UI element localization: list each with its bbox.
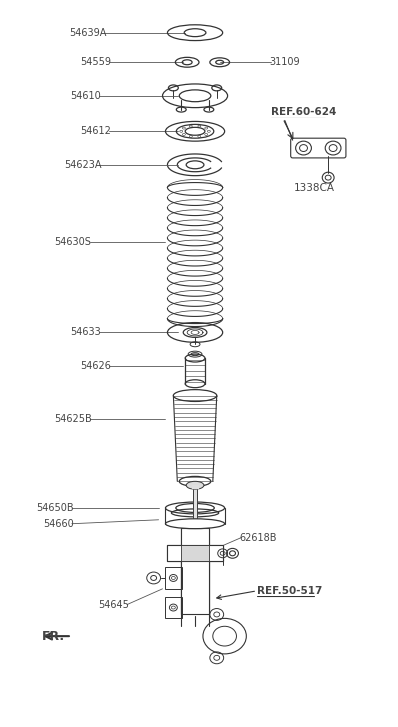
Bar bbox=[181, 528, 209, 614]
Text: 54623A: 54623A bbox=[64, 160, 101, 170]
Text: 62618B: 62618B bbox=[240, 533, 277, 542]
Text: 54660: 54660 bbox=[43, 519, 74, 529]
Bar bbox=[181, 545, 209, 561]
Ellipse shape bbox=[186, 481, 204, 489]
Text: REF.60-624: REF.60-624 bbox=[271, 107, 336, 116]
FancyBboxPatch shape bbox=[291, 138, 346, 158]
Bar bbox=[168, 545, 222, 561]
Text: REF.50-517: REF.50-517 bbox=[257, 586, 322, 596]
Bar bbox=[166, 567, 182, 589]
Text: 1338CA: 1338CA bbox=[294, 183, 335, 193]
Text: 54645: 54645 bbox=[98, 600, 129, 609]
Text: 54625B: 54625B bbox=[54, 414, 92, 425]
Text: 54639A: 54639A bbox=[69, 28, 106, 38]
Text: 54610: 54610 bbox=[70, 91, 101, 101]
Text: 54559: 54559 bbox=[80, 57, 111, 68]
Text: 54630S: 54630S bbox=[55, 237, 92, 246]
Text: 54650B: 54650B bbox=[36, 503, 74, 513]
Text: 54626: 54626 bbox=[80, 361, 111, 371]
Text: 54612: 54612 bbox=[80, 126, 111, 136]
Text: FR.: FR. bbox=[42, 630, 65, 643]
Bar bbox=[193, 489, 197, 528]
Ellipse shape bbox=[166, 519, 224, 529]
Text: 54633: 54633 bbox=[70, 327, 101, 337]
Bar bbox=[166, 597, 182, 619]
Text: 31109: 31109 bbox=[269, 57, 300, 68]
